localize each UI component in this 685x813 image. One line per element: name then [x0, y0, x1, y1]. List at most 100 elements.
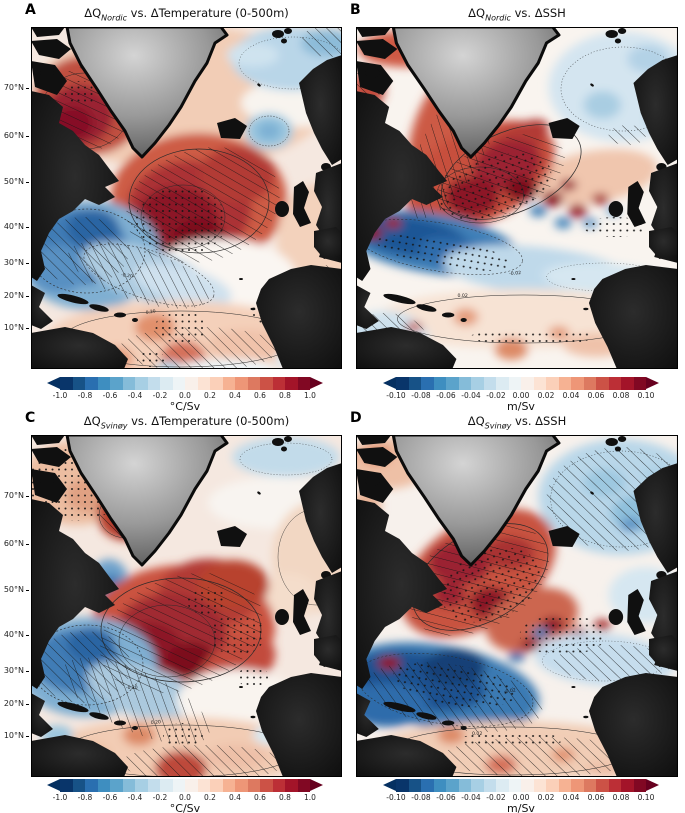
colorbar-cell	[247, 779, 260, 792]
colorbar-cell	[60, 779, 73, 792]
lat-tick-mark	[26, 136, 29, 137]
lat-tick-label: 50°N	[3, 585, 24, 594]
colorbar-cell	[608, 377, 621, 390]
colorbar-tick-label: 0.2	[204, 793, 216, 802]
colorbar-band	[383, 779, 659, 792]
colorbar-c: -1.0 -0.8 -0.6 -0.4 -0.2 0.0 0.2 0.4 0.6 0.8 1.0 °C…	[47, 779, 323, 813]
lat-tick-mark	[26, 671, 29, 672]
colorbar-cell	[147, 377, 160, 390]
colorbar-cell	[583, 377, 596, 390]
panel-title-a: ΔQNordic vs. ΔTemperature (0-500m)	[31, 6, 342, 22]
map-panel-a: 0.20 -0.20	[31, 27, 342, 369]
colorbar-d: -0.10 -0.08 -0.06 -0.04 -0.02 0.00 0.02 0.04 0.0…	[383, 779, 659, 813]
colorbar-tick-label: 0.2	[204, 391, 216, 400]
colorbar-cell	[147, 779, 160, 792]
contour-label: 0.20	[145, 308, 156, 316]
lat-tick-label: 60°N	[3, 539, 24, 548]
colorbar-cell	[222, 779, 235, 792]
colorbar-tick-label: -0.02	[486, 391, 506, 400]
map-panel-d: 0.02 -0.02	[356, 435, 679, 777]
contour-label: -0.02	[509, 270, 522, 277]
colorbar-cell	[185, 377, 198, 390]
colorbar-cell	[633, 377, 646, 390]
lat-tick-mark	[26, 544, 29, 545]
colorbar-tick-label: -0.4	[127, 391, 143, 400]
colorbar-cell	[483, 377, 496, 390]
colorbar-cell	[508, 779, 521, 792]
colorbar-cell	[433, 779, 446, 792]
colorbar-cell	[297, 377, 310, 390]
contour-label: 0.02	[457, 293, 467, 299]
colorbar-tick-label: 0.08	[612, 793, 630, 802]
colorbar-tick-label: 0.04	[562, 391, 580, 400]
panel-title-b: ΔQNordic vs. ΔSSH	[356, 6, 678, 22]
lat-tick-mark	[26, 590, 29, 591]
colorbar-cell	[521, 779, 534, 792]
lat-tick-mark	[26, 227, 29, 228]
colorbar-cell	[247, 377, 260, 390]
contour-label: -0.20	[126, 685, 138, 691]
colorbar-cell	[210, 377, 223, 390]
colorbar-tick-label: 1.0	[304, 793, 316, 802]
colorbar-a: -1.0 -0.8 -0.6 -0.4 -0.2 0.0 0.2 0.4 0.6 0.8 1.0 °C…	[47, 377, 323, 413]
latitude-axis-c: 70°N 60°N 50°N 40°N 30°N 20°N 10°N	[0, 435, 29, 777]
colorbar-cell	[571, 377, 584, 390]
contour-label: 0.20	[151, 719, 162, 726]
colorbar-tick-label: 0.0	[179, 793, 191, 802]
colorbar-tick-label: -0.8	[77, 391, 93, 400]
colorbar-tick-label: 0.10	[637, 793, 655, 802]
lat-tick-mark	[26, 736, 29, 737]
colorbar-tick-label: -0.02	[486, 793, 506, 802]
colorbar-extend-left	[47, 377, 60, 389]
title-subscript: Nordic	[485, 13, 511, 23]
colorbar-cell	[533, 377, 546, 390]
colorbar-cell	[496, 377, 509, 390]
colorbar-tick-label: 0.10	[637, 391, 655, 400]
colorbar-tick-label: 0.8	[279, 793, 291, 802]
colorbar-cell	[197, 779, 210, 792]
colorbar-tick-label: 0.02	[537, 391, 555, 400]
title-delta-q: ΔQ	[467, 414, 485, 428]
colorbar-cell	[621, 779, 634, 792]
colorbar-cell	[210, 779, 223, 792]
colorbar-tick-label: -0.04	[461, 793, 481, 802]
contour-label: -0.02	[503, 687, 516, 694]
lat-tick-label: 40°N	[3, 222, 24, 231]
lat-tick-label: 10°N	[3, 323, 24, 332]
colorbar-extend-right	[310, 377, 323, 389]
colorbar-band	[47, 779, 323, 792]
title-delta-q: ΔQ	[83, 414, 101, 428]
colorbar-cell	[421, 779, 434, 792]
map-frame-c	[31, 435, 342, 777]
lat-tick-mark	[26, 88, 29, 89]
colorbar-cell	[197, 377, 210, 390]
colorbar-cell	[60, 377, 73, 390]
lat-tick-label: 70°N	[3, 83, 24, 92]
colorbar-cell	[446, 377, 459, 390]
colorbar-tick-label: 0.0	[179, 391, 191, 400]
colorbar-cell	[596, 779, 609, 792]
colorbar-cell	[272, 377, 285, 390]
lat-tick-label: 10°N	[3, 731, 24, 740]
colorbar-tick-label: -0.10	[386, 793, 406, 802]
lat-tick-label: 30°N	[3, 258, 24, 267]
map-panel-b: 0.02 -0.02	[356, 27, 679, 369]
colorbar-tick-label: 0.4	[229, 391, 241, 400]
colorbar-tick-label: 0.08	[612, 391, 630, 400]
colorbar-tick-label: -0.04	[461, 391, 481, 400]
colorbar-tick-label: -0.06	[436, 793, 456, 802]
contour-label: 0.02	[472, 731, 482, 737]
colorbar-tick-label: -0.6	[102, 793, 118, 802]
colorbar-ticks: -0.10 -0.08 -0.06 -0.04 -0.02 0.00 0.02 0.04 0.0…	[383, 390, 659, 400]
lat-tick-mark	[26, 296, 29, 297]
lat-tick-label: 50°N	[3, 177, 24, 186]
lat-tick-label: 20°N	[3, 699, 24, 708]
colorbar-tick-label: -0.2	[152, 793, 168, 802]
colorbar-tick-label: 0.06	[587, 793, 605, 802]
colorbar-cell	[235, 377, 248, 390]
panel-title-d: ΔQSvinøy vs. ΔSSH	[356, 414, 678, 430]
title-rest: vs. ΔSSH	[510, 6, 566, 20]
colorbar-cell	[222, 377, 235, 390]
